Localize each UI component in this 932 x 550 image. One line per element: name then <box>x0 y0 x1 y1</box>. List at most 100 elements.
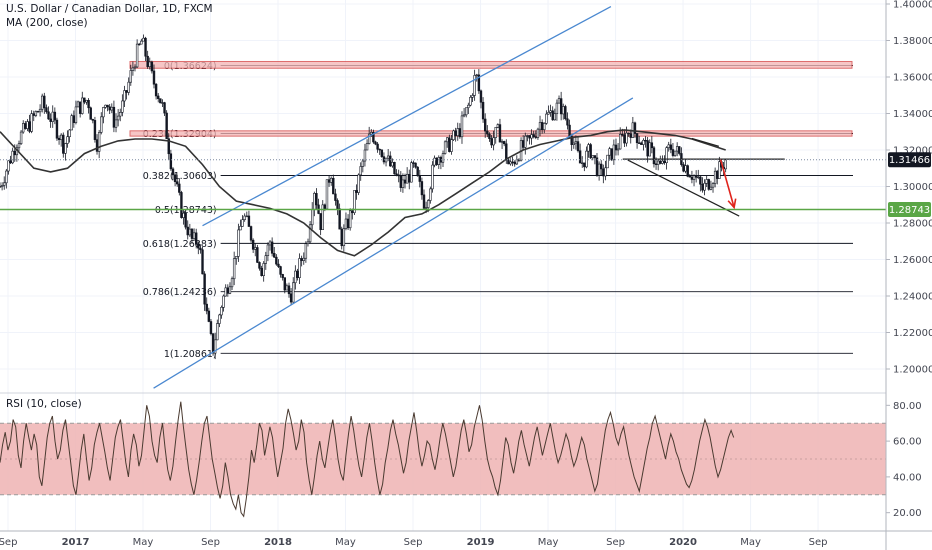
candle-body <box>218 314 221 324</box>
candle-body <box>581 162 584 165</box>
candle-body <box>209 321 213 334</box>
candle-body <box>102 107 105 118</box>
down-arrow[interactable] <box>719 159 737 210</box>
candle-body <box>220 307 223 316</box>
candle-body <box>642 139 645 145</box>
candle-body <box>389 155 392 167</box>
candle-body <box>329 177 333 183</box>
candle-body <box>275 256 278 265</box>
candle-body <box>492 137 495 146</box>
channel-line[interactable] <box>153 97 634 389</box>
green-level-label: 1.28743 <box>889 205 930 216</box>
price-candles <box>0 34 727 360</box>
candle-body <box>661 160 664 164</box>
candle-body <box>32 113 35 116</box>
candle-body <box>538 122 542 130</box>
price-tick-label: 1.32000 <box>893 146 932 157</box>
price-axis[interactable]: 1.20000 1.22000 1.24000 1.26000 1.28000 1.300… <box>886 0 932 376</box>
candle-body <box>133 66 137 69</box>
candle-body <box>559 98 563 115</box>
candle-body <box>34 111 38 116</box>
last-price-badge: 1.31466 <box>888 152 931 168</box>
candle-body <box>321 204 324 230</box>
candle-body <box>637 142 641 144</box>
candle-body <box>427 200 430 208</box>
rsi-axis[interactable]: 20.00 40.00 60.00 80.00 <box>886 401 922 519</box>
candle-body <box>334 193 337 201</box>
candle-body <box>36 111 40 113</box>
candle-body <box>43 95 46 109</box>
candle-body <box>437 157 440 165</box>
candle-body <box>254 247 257 250</box>
candle-body <box>456 128 459 137</box>
candle-body <box>477 74 481 92</box>
candle-body <box>416 166 419 177</box>
candle-body <box>414 162 417 168</box>
fib-retracement[interactable]: 0(1.36624)0.236(1.32904)0.382(1.30603)0.… <box>143 61 853 360</box>
rsi-tick-label: 20.00 <box>893 508 922 519</box>
candle-body <box>338 208 341 230</box>
candle-body <box>454 130 457 137</box>
candle-body <box>178 183 181 193</box>
trend-line[interactable] <box>627 159 740 217</box>
channel-line[interactable] <box>202 5 612 227</box>
candle-body <box>587 144 590 152</box>
candle-body <box>401 179 405 188</box>
candle-body <box>287 285 291 295</box>
candle-body <box>165 112 168 140</box>
candle-body <box>51 111 54 122</box>
candle-body <box>85 99 88 103</box>
candle-body <box>604 167 607 177</box>
candle-body <box>203 273 206 305</box>
resistance-zones[interactable] <box>129 60 853 137</box>
candle-body <box>505 143 508 161</box>
candle-body <box>405 173 409 184</box>
rsi-line <box>0 401 735 518</box>
resistance-zone[interactable] <box>129 60 853 69</box>
candle-body <box>323 204 327 210</box>
ma-indicator-label[interactable]: MA (200, close) <box>6 17 88 29</box>
candle-body <box>192 232 196 239</box>
candle-body <box>327 179 331 183</box>
candle-body <box>372 132 375 143</box>
candle-body <box>258 262 261 269</box>
rsi-tick-label: 40.00 <box>893 472 922 483</box>
drawn-lines[interactable] <box>0 137 886 217</box>
candle-body <box>648 142 651 157</box>
candle-body <box>81 97 84 114</box>
candle-body <box>239 225 242 231</box>
candle-body <box>448 137 451 152</box>
candle-body <box>237 229 240 257</box>
fib-level-label: 0.618(1.26883) <box>143 239 217 250</box>
candle-body <box>576 141 580 152</box>
candle-body <box>348 210 352 229</box>
candle-body <box>682 164 685 172</box>
candle-body <box>433 157 436 166</box>
candle-body <box>507 159 510 165</box>
candle-body <box>716 170 719 179</box>
candle-body <box>435 157 438 165</box>
candle-body <box>471 95 474 98</box>
candle-body <box>673 150 677 156</box>
fib-level-label: 0.786(1.24236) <box>143 287 217 298</box>
candle-body <box>555 102 559 115</box>
candle-body <box>410 162 413 183</box>
candle-body <box>627 132 630 135</box>
candle-body <box>663 160 666 164</box>
candle-body <box>498 124 502 143</box>
channel-lines[interactable] <box>153 5 634 389</box>
candle-body <box>222 295 225 308</box>
time-tick-label: 2019 <box>467 537 495 548</box>
candle-body <box>150 61 154 72</box>
resistance-zone[interactable] <box>129 130 853 137</box>
candle-body <box>5 170 8 184</box>
rsi-indicator-label[interactable]: RSI (10, close) <box>6 398 82 410</box>
candle-body <box>635 133 639 144</box>
candle-body <box>232 258 236 280</box>
candle-body <box>55 119 59 139</box>
trend-line[interactable] <box>691 137 720 147</box>
candle-body <box>304 243 308 259</box>
candle-body <box>171 168 175 176</box>
time-axis[interactable]: Sep 2017 May Sep 2018 May Sep 2019 May Sep 2020 May… <box>0 537 827 548</box>
